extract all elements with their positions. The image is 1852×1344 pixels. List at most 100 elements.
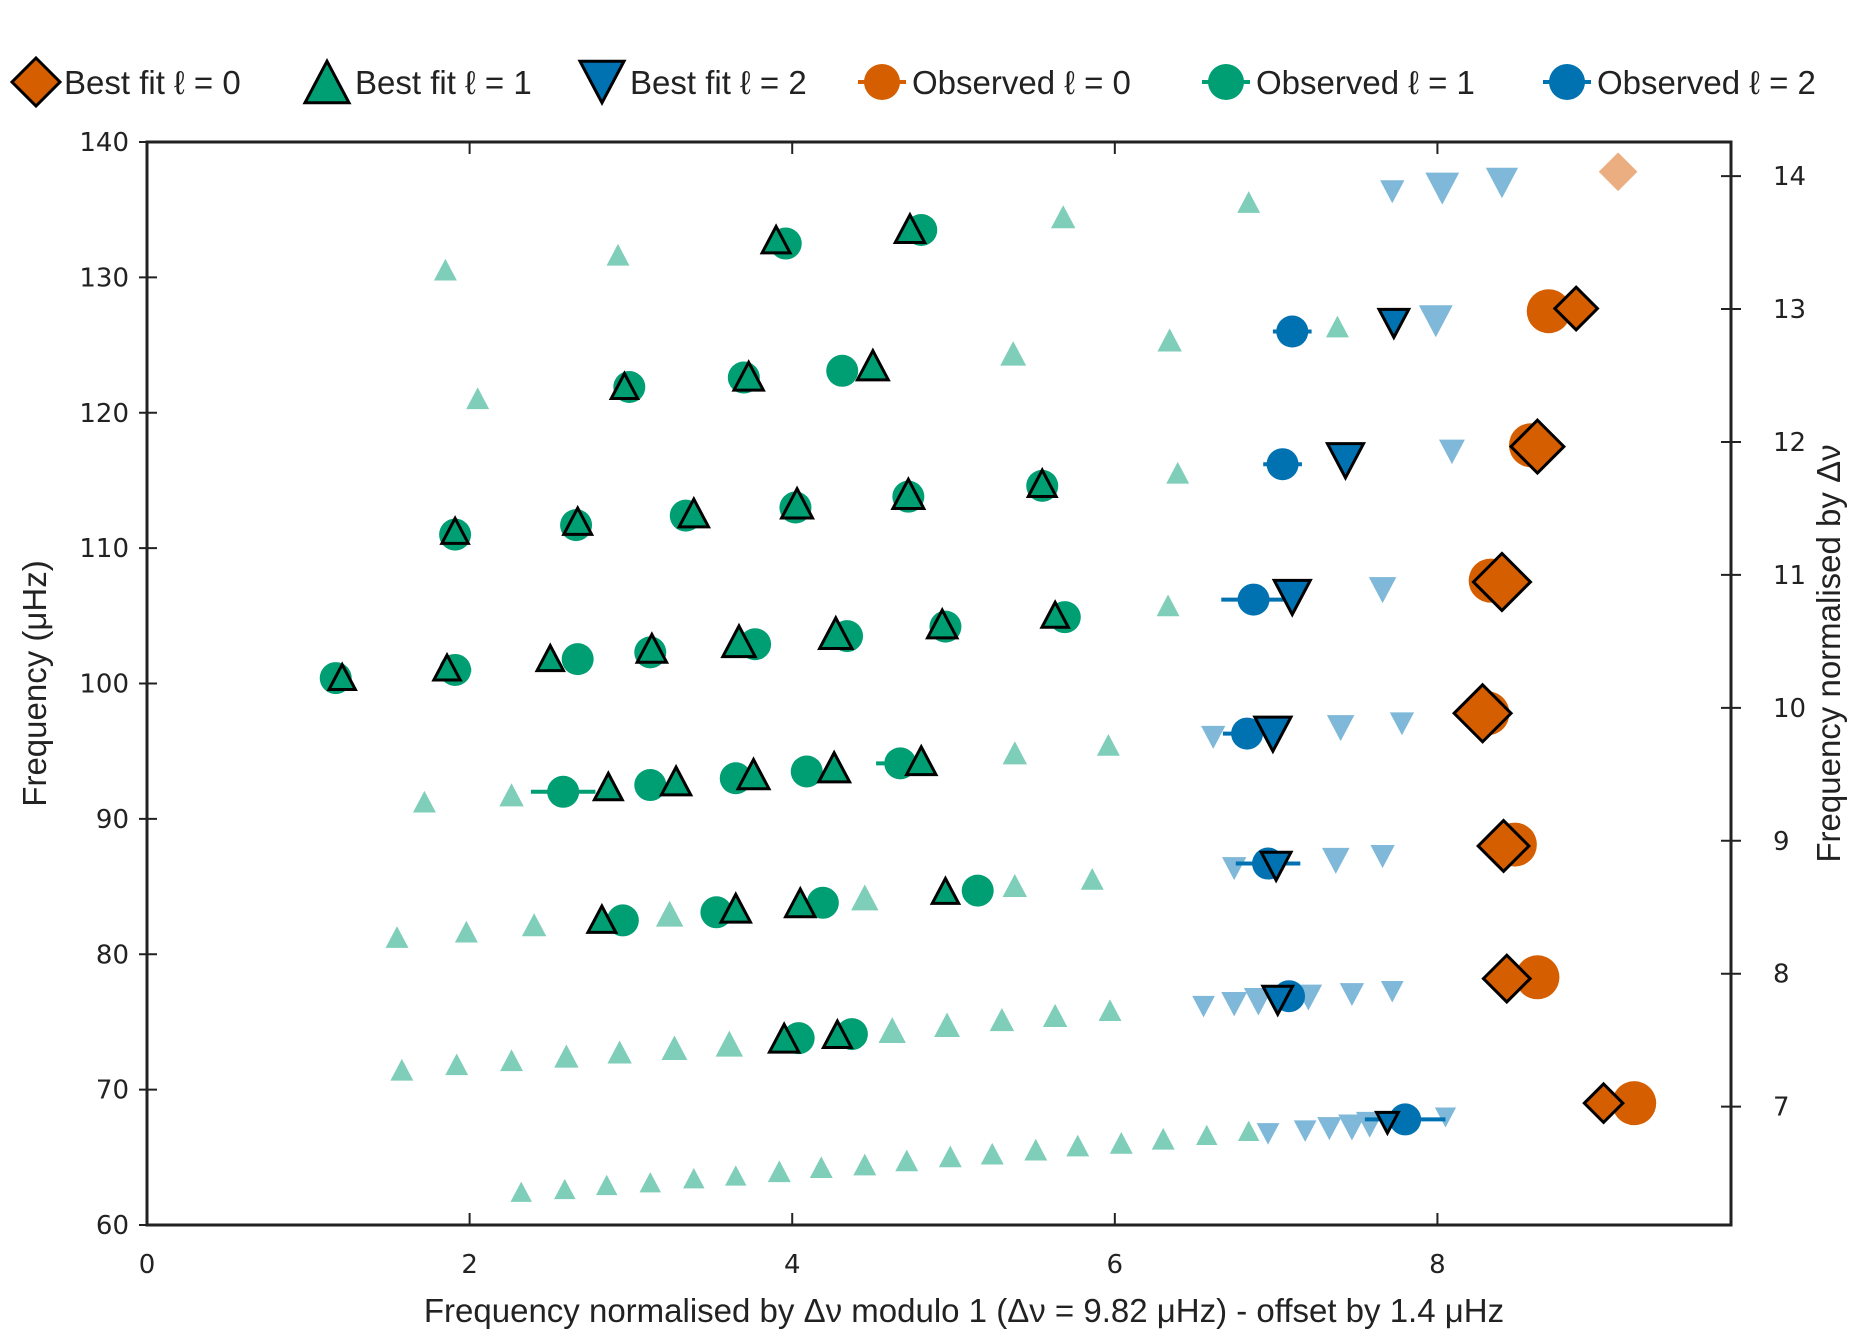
- bestfit-l1-mode: [929, 875, 962, 905]
- bestfit-l2-mode: [1368, 577, 1397, 604]
- x-tick-label: 2: [461, 1250, 478, 1280]
- y-tick-label: 110: [79, 534, 129, 564]
- plot-frame: [145, 140, 1733, 1227]
- bestfit-l1-mode: [890, 476, 927, 510]
- bestfit-l1-mode: [1237, 1120, 1260, 1141]
- observed-l1-point: [961, 874, 994, 907]
- bestfit-l1-mode: [1196, 1124, 1218, 1146]
- bestfit-l2-mode: [1380, 180, 1405, 204]
- legend-label: Observed ℓ = 0: [912, 64, 1131, 101]
- bestfit-l1-mode: [854, 347, 891, 382]
- legend-item: Observed ℓ = 2: [1543, 64, 1816, 101]
- y-right-tick-label: 9: [1773, 827, 1790, 857]
- bestfit-l0-mode: [1476, 818, 1532, 874]
- bestfit-l1-mode: [718, 891, 753, 924]
- bestfit-l1-mode: [1237, 191, 1261, 213]
- bestfit-l2-mode: [1293, 1120, 1317, 1142]
- bestfit-l1-mode: [554, 1044, 579, 1068]
- y-right-tick-label: 14: [1773, 162, 1806, 192]
- bestfit-l2-mode: [1434, 1107, 1457, 1128]
- bestfit-l2-mode: [1322, 847, 1350, 874]
- y-right-tick-label: 13: [1773, 295, 1806, 325]
- bestfit-l2-mode: [1370, 844, 1395, 868]
- bestfit-l1-mode: [499, 783, 524, 807]
- bestfit-l1-mode: [466, 387, 490, 410]
- observed-l0-point: [1612, 1081, 1657, 1126]
- observed-l0-point: [1526, 289, 1571, 334]
- faint-model-marks: [385, 152, 1638, 1202]
- bestfit-l2-mode: [1374, 1110, 1401, 1137]
- bestfit-l1-mode: [1066, 1134, 1090, 1157]
- bestfit-l2-mode: [1485, 167, 1519, 199]
- legend-circle-icon: [1208, 64, 1244, 100]
- legend-circle-icon: [1549, 64, 1585, 100]
- bestfit-l0-mode: [1598, 152, 1638, 192]
- bestfit-l1-mode: [725, 1165, 747, 1186]
- bestfit-l1-mode: [439, 515, 471, 545]
- bestfit-l1-mode: [925, 606, 960, 640]
- bestfit-l2-mode: [1376, 307, 1412, 341]
- bestfit-l1-mode: [904, 743, 939, 777]
- bestfit-l1-mode: [980, 1142, 1004, 1165]
- bestfit-l1-mode: [561, 504, 595, 536]
- observed-l1-point: [790, 755, 823, 788]
- x-axis-title: Frequency normalised by Δν modulo 1 (Δν …: [424, 1292, 1504, 1329]
- y-right-tick-label: 12: [1773, 428, 1806, 458]
- bestfit-l2-mode: [1192, 995, 1215, 1018]
- bestfit-l1-mode: [454, 920, 478, 943]
- bestfit-l1-mode: [1156, 594, 1180, 617]
- y-tick-label: 70: [96, 1076, 129, 1106]
- bestfit-l1-mode: [1039, 599, 1071, 629]
- bestfit-l1-mode: [534, 642, 566, 673]
- bestfit-l1-mode: [1080, 868, 1104, 890]
- bestfit-l1-mode: [878, 1017, 906, 1044]
- bestfit-l1-mode: [585, 902, 619, 934]
- legend-label: Observed ℓ = 1: [1256, 64, 1475, 101]
- x-tick-label: 0: [139, 1250, 156, 1280]
- bestfit-l1-mode: [1096, 733, 1120, 756]
- bestfit-l1-mode: [820, 1017, 854, 1049]
- y-axis-title: Frequency (μHz): [16, 560, 53, 806]
- axes: 0 2 4 6 8 60 70 80 90 100 110 120 130 140 7 8 9 10 11 12 13 1…: [79, 128, 1806, 1280]
- y-right-tick-label: 10: [1773, 694, 1806, 724]
- fitted-model-marks: [326, 211, 1625, 1137]
- legend-circle-icon: [864, 64, 900, 100]
- bestfit-l1-mode: [1151, 1127, 1175, 1150]
- bestfit-l1-mode: [683, 1168, 705, 1189]
- legend-item: Best fit ℓ = 1: [302, 57, 532, 105]
- bestfit-l1-mode: [1098, 999, 1122, 1022]
- bestfit-l0-mode: [1481, 953, 1533, 1005]
- legend-label: Best fit ℓ = 2: [630, 64, 807, 101]
- y-right-tick-label: 8: [1773, 960, 1790, 990]
- bestfit-l1-mode: [433, 258, 457, 281]
- bestfit-l1-mode: [767, 1160, 791, 1183]
- bestfit-l2-mode: [1326, 715, 1355, 742]
- observed-l2-point: [1237, 583, 1270, 616]
- legend-label: Best fit ℓ = 0: [64, 64, 241, 101]
- bestfit-l1-mode: [639, 1172, 661, 1193]
- bestfit-l1-mode: [720, 622, 758, 659]
- bestfit-l2-mode: [1243, 988, 1273, 1016]
- bestfit-l1-mode: [1025, 466, 1059, 498]
- bestfit-l1-mode: [817, 614, 855, 650]
- bestfit-l1-mode: [661, 1035, 688, 1061]
- legend-item: Observed ℓ = 1: [1202, 64, 1475, 101]
- legend-label: Best fit ℓ = 1: [355, 64, 532, 101]
- bestfit-l1-mode: [816, 749, 853, 784]
- bestfit-l2-mode: [1221, 991, 1248, 1017]
- bestfit-l1-mode: [608, 370, 641, 400]
- bestfit-l1-mode: [676, 495, 711, 529]
- bestfit-l1-mode: [385, 926, 409, 948]
- legend-diamond-icon: [9, 55, 63, 109]
- bestfit-l1-mode: [759, 223, 793, 255]
- observed-l1-point: [634, 769, 667, 802]
- observed-l2-point: [1276, 315, 1309, 348]
- y-tick-label: 120: [79, 399, 129, 429]
- bestfit-l1-mode: [595, 1174, 618, 1196]
- bestfit-l1-mode: [1166, 461, 1190, 484]
- bestfit-l1-mode: [895, 1149, 919, 1172]
- bestfit-l1-mode: [606, 243, 630, 266]
- bestfit-l1-mode: [731, 359, 766, 392]
- bestfit-l1-mode: [1042, 1003, 1068, 1028]
